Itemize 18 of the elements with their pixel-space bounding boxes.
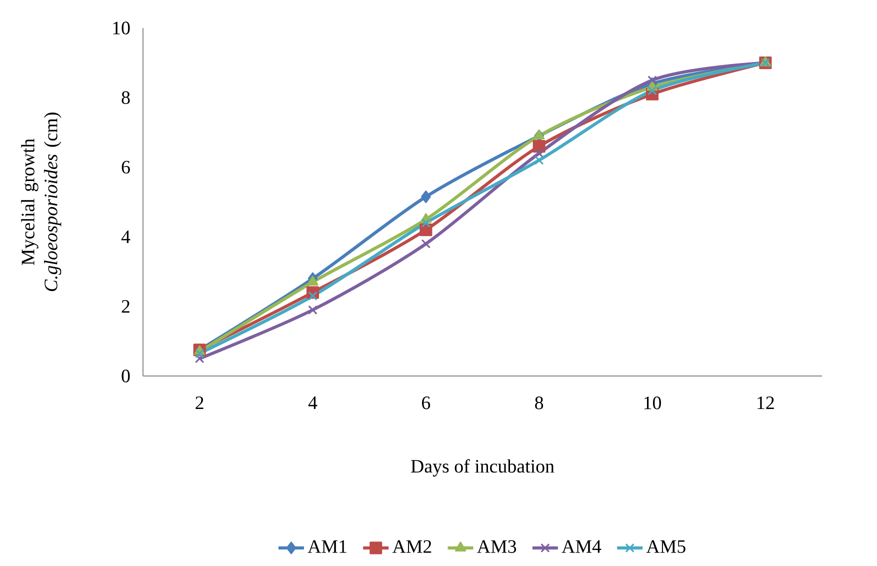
x-tick-label: 12: [758, 396, 774, 410]
x-tick-label: 4: [308, 396, 318, 409]
x-tick-label: 6: [422, 396, 430, 410]
legend-label: AM2: [392, 540, 432, 553]
y-tick-label: 4: [121, 230, 130, 244]
legend-label: AM5: [646, 540, 686, 553]
y-tick-label: 2: [122, 300, 130, 313]
x-tick-label: 8: [535, 396, 544, 410]
legend-label: AM1: [308, 540, 346, 553]
legend-label: AM3: [477, 540, 516, 553]
y-tick-label: 8: [122, 91, 130, 104]
y-tick-label: 10: [113, 22, 130, 34]
x-axis-title: Days of incubation: [411, 459, 554, 477]
x-tick-label: 2: [196, 396, 204, 410]
y-tick-label: 6: [122, 160, 130, 174]
y-tick-label: 0: [122, 370, 130, 382]
legend-label: AM4: [562, 540, 602, 553]
x-tick-label: 10: [644, 396, 661, 410]
